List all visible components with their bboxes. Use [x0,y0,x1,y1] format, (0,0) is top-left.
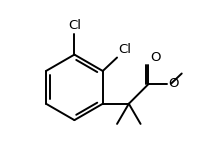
Text: Cl: Cl [68,19,81,32]
Text: Cl: Cl [119,43,132,56]
Text: O: O [150,51,160,64]
Text: O: O [168,77,179,90]
